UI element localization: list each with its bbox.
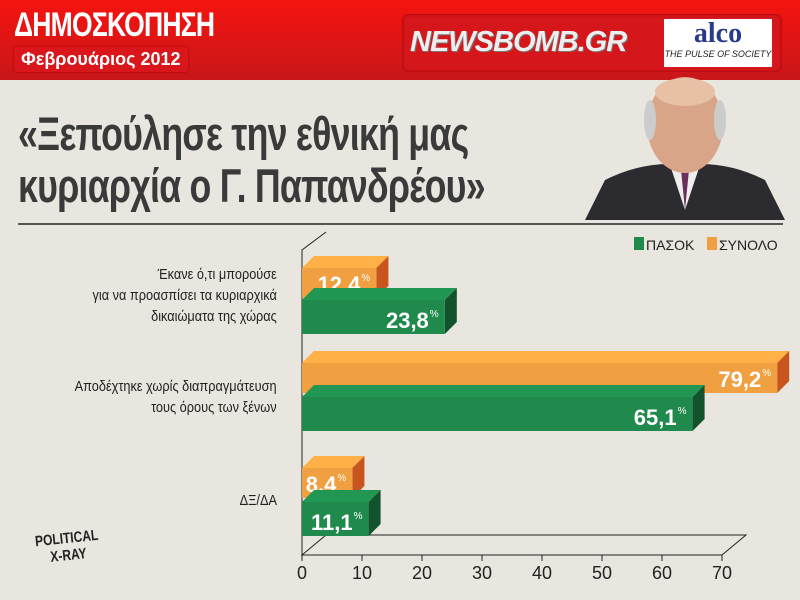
bar-side: [352, 456, 365, 498]
percent-sign: %: [678, 406, 687, 417]
bar-side: [692, 385, 705, 431]
headline: «Ξεπούλησε την εθνική μας κυριαρχία ο Γ. …: [18, 107, 486, 212]
alco-logo: alco THE PULSE OF SOCIETY: [664, 19, 772, 67]
data-label: 79,2: [718, 367, 761, 392]
percent-sign: %: [361, 273, 370, 284]
bar-top: [302, 385, 705, 397]
category-label: Έκανε ό,τι μπορούσε για να προασπίσει τα …: [92, 266, 277, 325]
newsbomb-logo: NEWSBOMB.GR: [410, 26, 627, 58]
x-tick-label: 60: [652, 563, 672, 583]
divider: [18, 223, 783, 225]
header-title: ΔΗΜΟΣΚΟΠΗΣΗ: [14, 6, 215, 44]
category-label: ΔΞ/ΔΑ: [239, 492, 277, 509]
bar-side: [368, 490, 381, 536]
politician-photo: [585, 70, 785, 220]
bar-top: [302, 490, 381, 502]
legend-swatch: [707, 237, 717, 250]
x-tick-label: 40: [532, 563, 552, 583]
bar-top: [302, 256, 389, 268]
bar-side: [444, 288, 457, 334]
bar-ΠΑΣΟΚ: [302, 300, 445, 334]
axis-frame: [300, 231, 748, 556]
percent-sign: %: [430, 309, 439, 320]
x-tick-label: 30: [472, 563, 492, 583]
data-label: 23,8: [386, 308, 429, 333]
bar-top: [302, 288, 457, 300]
bar-top: [302, 456, 365, 468]
legend-label: ΠΑΣΟΚ: [646, 237, 695, 253]
legend-swatch: [634, 237, 644, 250]
logos-panel: NEWSBOMB.GR alco THE PULSE OF SOCIETY: [402, 14, 782, 72]
percent-sign: %: [762, 368, 771, 379]
political-xray-badge: POLITICAL X-RAY: [34, 526, 100, 566]
percent-sign: %: [354, 511, 363, 522]
x-tick-label: 50: [592, 563, 612, 583]
data-label: 65,1: [634, 405, 677, 430]
percent-sign: %: [337, 473, 346, 484]
category-label: Αποδέχτηκε χωρίς διαπραγμάτευση τους όρου…: [75, 378, 277, 416]
x-tick-label: 20: [412, 563, 432, 583]
x-tick-label: 10: [352, 563, 372, 583]
data-label: 11,1: [311, 510, 353, 535]
legend-label: ΣΥΝΟΛΟ: [719, 237, 778, 253]
bar-side: [777, 351, 790, 393]
bar-side: [376, 256, 389, 298]
x-tick-label: 0: [297, 563, 307, 583]
bar-ΠΑΣΟΚ: [302, 502, 369, 536]
survey-date: Φεβρουάριος 2012: [14, 47, 188, 72]
header-banner: ΔΗΜΟΣΚΟΠΗΣΗ Φεβρουάριος 2012 NEWSBOMB.GR…: [0, 0, 800, 80]
bar-ΠΑΣΟΚ: [302, 397, 693, 431]
bar-top: [302, 351, 790, 363]
x-tick-label: 70: [712, 563, 732, 583]
